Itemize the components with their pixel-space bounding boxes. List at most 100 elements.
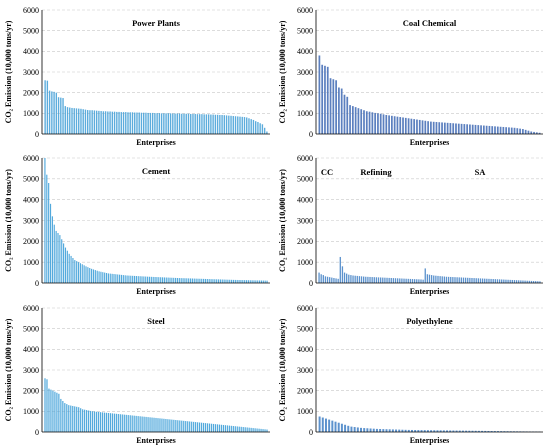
bar <box>530 280 533 283</box>
bar <box>138 112 140 134</box>
y-tick-label: 4000 <box>297 195 313 204</box>
group-label: CC <box>321 167 333 177</box>
bar <box>236 279 238 283</box>
bar <box>441 122 443 134</box>
y-tick-label: 1000 <box>23 109 39 118</box>
bar <box>404 117 407 134</box>
bar <box>161 418 163 432</box>
bar <box>44 80 46 134</box>
bar <box>156 113 158 134</box>
bar <box>44 378 46 432</box>
bar <box>203 114 205 134</box>
bar <box>187 113 190 134</box>
y-tick-label: 6000 <box>23 6 39 15</box>
bar <box>251 280 253 283</box>
bar <box>511 279 513 283</box>
bar <box>377 277 380 284</box>
bar <box>70 405 72 432</box>
bar <box>234 116 237 134</box>
y-axis-label: CO₂ Emission (10,000 tons/yr) <box>278 169 287 272</box>
bar <box>99 412 102 432</box>
bar <box>356 427 359 432</box>
bar <box>57 233 59 283</box>
bar <box>321 64 324 134</box>
bar <box>465 430 468 432</box>
bar <box>212 279 214 283</box>
bar <box>507 279 509 283</box>
bar <box>405 278 407 283</box>
bar <box>104 272 106 283</box>
bar <box>74 406 76 432</box>
y-axis-label: CO₂ Emission (10,000 tons/yr) <box>4 20 13 123</box>
bar <box>232 426 234 432</box>
y-tick-label: 1000 <box>23 407 39 416</box>
bar <box>248 118 250 134</box>
bar <box>185 421 187 432</box>
bar <box>441 276 443 283</box>
bar <box>74 260 76 283</box>
y-tick-label: 2000 <box>297 386 313 395</box>
bar <box>501 279 503 283</box>
bar <box>169 419 171 432</box>
bar <box>539 281 541 283</box>
bar <box>471 124 474 134</box>
bar <box>147 276 149 283</box>
bar <box>163 277 165 283</box>
bar <box>230 115 232 134</box>
bar <box>140 112 143 134</box>
bar <box>183 420 185 432</box>
bar <box>247 280 249 283</box>
bar <box>154 277 156 283</box>
bar <box>185 113 187 134</box>
y-tick-label: 5000 <box>297 175 313 184</box>
bar <box>239 116 241 134</box>
bar <box>69 107 71 134</box>
bar <box>341 266 344 283</box>
y-tick-label: 1000 <box>297 407 313 416</box>
bar <box>118 111 120 134</box>
bar <box>203 278 205 284</box>
bar <box>246 427 248 432</box>
bar <box>197 278 199 283</box>
bar <box>416 119 418 134</box>
bar <box>214 279 216 283</box>
bar <box>193 278 195 283</box>
bar <box>55 92 58 134</box>
bar <box>201 114 203 134</box>
bar <box>91 268 93 283</box>
bar <box>62 98 64 134</box>
bar <box>503 431 506 432</box>
bar <box>484 278 486 284</box>
bar <box>326 276 329 283</box>
bar <box>176 113 178 134</box>
y-tick-label: 4000 <box>297 47 313 56</box>
bar <box>52 390 54 432</box>
bar <box>439 430 442 432</box>
bar <box>111 111 114 134</box>
bar <box>450 276 452 283</box>
bar <box>466 124 468 134</box>
bar <box>413 279 416 283</box>
bar <box>116 111 118 134</box>
bar <box>204 278 207 283</box>
bar <box>80 108 82 134</box>
bar <box>344 424 347 432</box>
bar <box>259 123 261 134</box>
bar <box>435 122 438 134</box>
y-tick-label: 4000 <box>23 345 39 354</box>
x-axis-label: Enterprises <box>136 287 176 296</box>
bar <box>407 278 409 283</box>
bar <box>399 278 401 283</box>
bar <box>123 414 125 432</box>
bar <box>176 278 179 283</box>
bar <box>443 276 446 283</box>
bar <box>437 275 439 283</box>
bar <box>522 129 524 134</box>
bar <box>54 391 56 432</box>
bar <box>430 430 433 432</box>
bar <box>452 277 454 283</box>
y-tick-label: 2000 <box>297 88 313 97</box>
x-axis-label: Enterprises <box>410 287 450 296</box>
bar <box>103 412 106 432</box>
y-tick-label: 6000 <box>297 304 313 313</box>
